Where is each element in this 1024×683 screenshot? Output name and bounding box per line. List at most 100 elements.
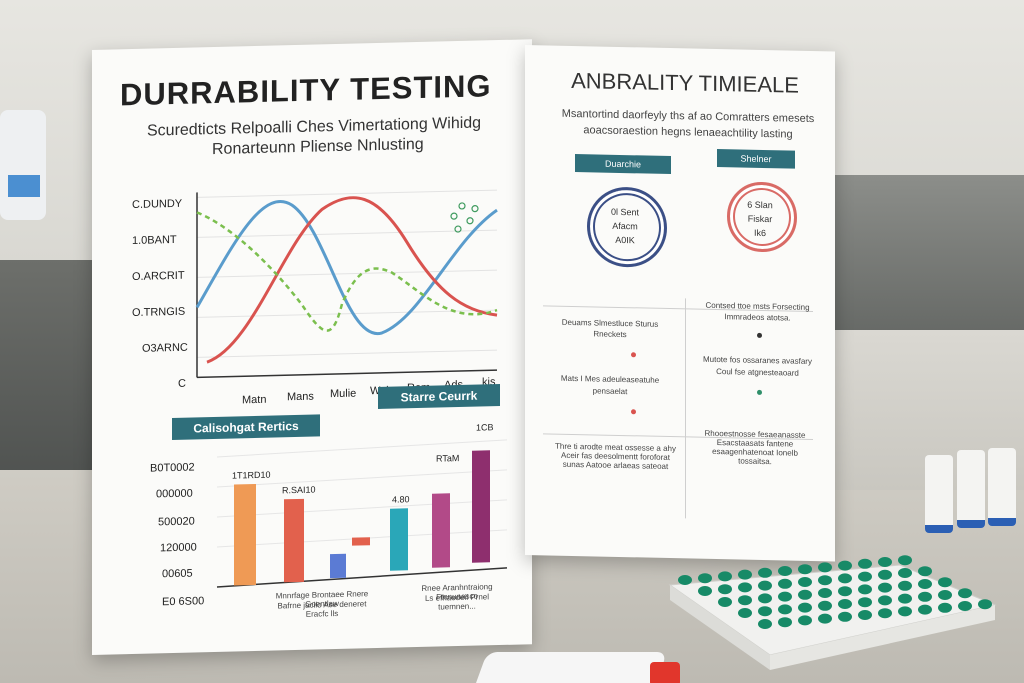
tube-cap xyxy=(738,582,752,593)
line-x-label: Matn xyxy=(242,393,267,407)
tube-cap xyxy=(818,600,832,611)
tube-cap xyxy=(918,579,932,589)
tube-cap xyxy=(978,599,992,610)
bar-value-label: R.SAI10 xyxy=(282,484,316,496)
tube-cap xyxy=(858,571,872,582)
tube-cap xyxy=(678,575,692,585)
tube-cap xyxy=(738,595,752,606)
bar-chart xyxy=(216,439,508,588)
tube-cap xyxy=(718,571,732,582)
tube-cap xyxy=(778,591,792,602)
left-ring-text: Afacm xyxy=(612,220,638,232)
tube-cap xyxy=(938,602,952,613)
tube-cap xyxy=(838,573,852,584)
bar-value-label: RTaM xyxy=(436,453,460,464)
tube-cap xyxy=(758,606,772,617)
right-col-text: Coul fse atgnesteaoard xyxy=(716,367,799,378)
bar-y-label: E0 6S00 xyxy=(162,595,205,609)
blue-series-line xyxy=(195,200,498,335)
tube-cap xyxy=(798,602,812,613)
scatter-inset xyxy=(450,202,479,233)
line-y-label: O.TRNGIS xyxy=(132,305,186,320)
left-poster-title: DURRABILITY TESTING xyxy=(120,68,492,113)
tube-cap xyxy=(838,611,852,622)
tube-cap xyxy=(938,590,952,600)
tube-cap xyxy=(758,580,772,591)
tube-cap xyxy=(718,584,732,595)
right-poster-subtitle-2: aoacsoraestion hegns lenaeachtility last… xyxy=(583,124,793,141)
left-col-text: Mats I Mes adeuleaseatuhe xyxy=(560,373,660,385)
red-series-line xyxy=(206,196,498,364)
tube-cap xyxy=(918,604,932,615)
line-chart xyxy=(195,189,498,379)
bar-footnote: Bafrne jacilo Ase deneret Eracfc lls xyxy=(277,599,367,619)
right-col-text: Immradeos atotsa. xyxy=(724,312,791,323)
tube-cap xyxy=(878,582,892,593)
divider xyxy=(685,298,686,519)
bar-y-label: 120000 xyxy=(160,541,197,555)
tube-cap xyxy=(798,564,812,575)
tube-cap xyxy=(878,557,892,567)
tube-cap xyxy=(738,569,752,580)
tube-cap xyxy=(778,604,792,615)
tube-cap xyxy=(958,601,972,611)
red-cap xyxy=(650,662,680,683)
bar-4 xyxy=(352,537,370,546)
tube-cap xyxy=(918,591,932,602)
tube-cap xyxy=(698,586,712,596)
line-y-label: 1.0BANT xyxy=(132,233,177,248)
line-y-label: O.ARCRIT xyxy=(132,269,185,284)
tube-cap xyxy=(858,610,872,620)
tube-cap xyxy=(818,613,832,624)
bar-footnote: Ls efhaedeil Prnel tuemnen... xyxy=(424,592,490,612)
right-banner-left: Duarchie xyxy=(575,154,671,175)
white-tray xyxy=(472,652,668,683)
bar-3 xyxy=(330,553,346,579)
green-series-line xyxy=(196,211,498,332)
bullet-dot xyxy=(631,409,636,415)
vial xyxy=(988,448,1016,526)
bar-y-label: 500020 xyxy=(158,515,195,529)
right-ring-text: Fiskar xyxy=(747,213,773,225)
tube-cap xyxy=(758,593,772,604)
tube-cap xyxy=(698,573,712,584)
right-poster: ANBRALITY TIMIEALE Msantortind daorfeyly… xyxy=(525,45,835,562)
tube-cap xyxy=(838,599,852,609)
tube-cap xyxy=(958,588,972,599)
bar-section-banner-right: Starre Ceurrk xyxy=(378,384,500,410)
vial xyxy=(925,455,953,533)
tube-cap xyxy=(758,567,772,578)
tube-cap xyxy=(798,615,812,626)
right-col-text: Mutote fos ossaranes avasfary xyxy=(703,354,812,367)
right-ring-text: Ik6 xyxy=(753,227,766,239)
tube-cap xyxy=(898,555,912,566)
left-col-text: pensaelat xyxy=(592,386,628,397)
tube-cap xyxy=(818,562,832,573)
right-poster-subtitle-1: Msantortind daorfeyly ths af ao Comratte… xyxy=(561,107,815,126)
left-col-text: Rneckets xyxy=(593,329,627,340)
tube-cap xyxy=(838,586,852,597)
tube-cap xyxy=(878,569,892,580)
tube-cap xyxy=(798,577,812,587)
tube-cap xyxy=(778,617,792,628)
left-ring-text: A0IK xyxy=(615,234,635,246)
tube-cap xyxy=(738,608,752,618)
right-banner-right: Shelner xyxy=(717,149,795,169)
left-ring-text: 0l Sent xyxy=(610,206,640,218)
right-col-text: Contsed ttoe msts Forsecting xyxy=(705,300,810,312)
bottom-left-text: Thre ti arodte meat ossesse a ahy Aceir … xyxy=(555,441,676,471)
right-ring-text: 6 Slan xyxy=(747,199,773,211)
bar-2 xyxy=(284,498,304,583)
bottle-label xyxy=(8,175,40,197)
left-col-text: Deuams Slmestluce Sturus xyxy=(561,317,659,329)
bar-7 xyxy=(472,450,490,563)
bullet-dot xyxy=(757,389,762,395)
tube-cap xyxy=(938,577,952,588)
bullet-dot xyxy=(631,352,636,358)
tube-cap xyxy=(878,595,892,606)
tube-cap xyxy=(718,597,732,607)
bar-y-label: 00605 xyxy=(162,567,193,581)
tube-cap xyxy=(758,619,772,629)
tube-cap xyxy=(858,597,872,608)
tube-cap xyxy=(918,566,932,577)
